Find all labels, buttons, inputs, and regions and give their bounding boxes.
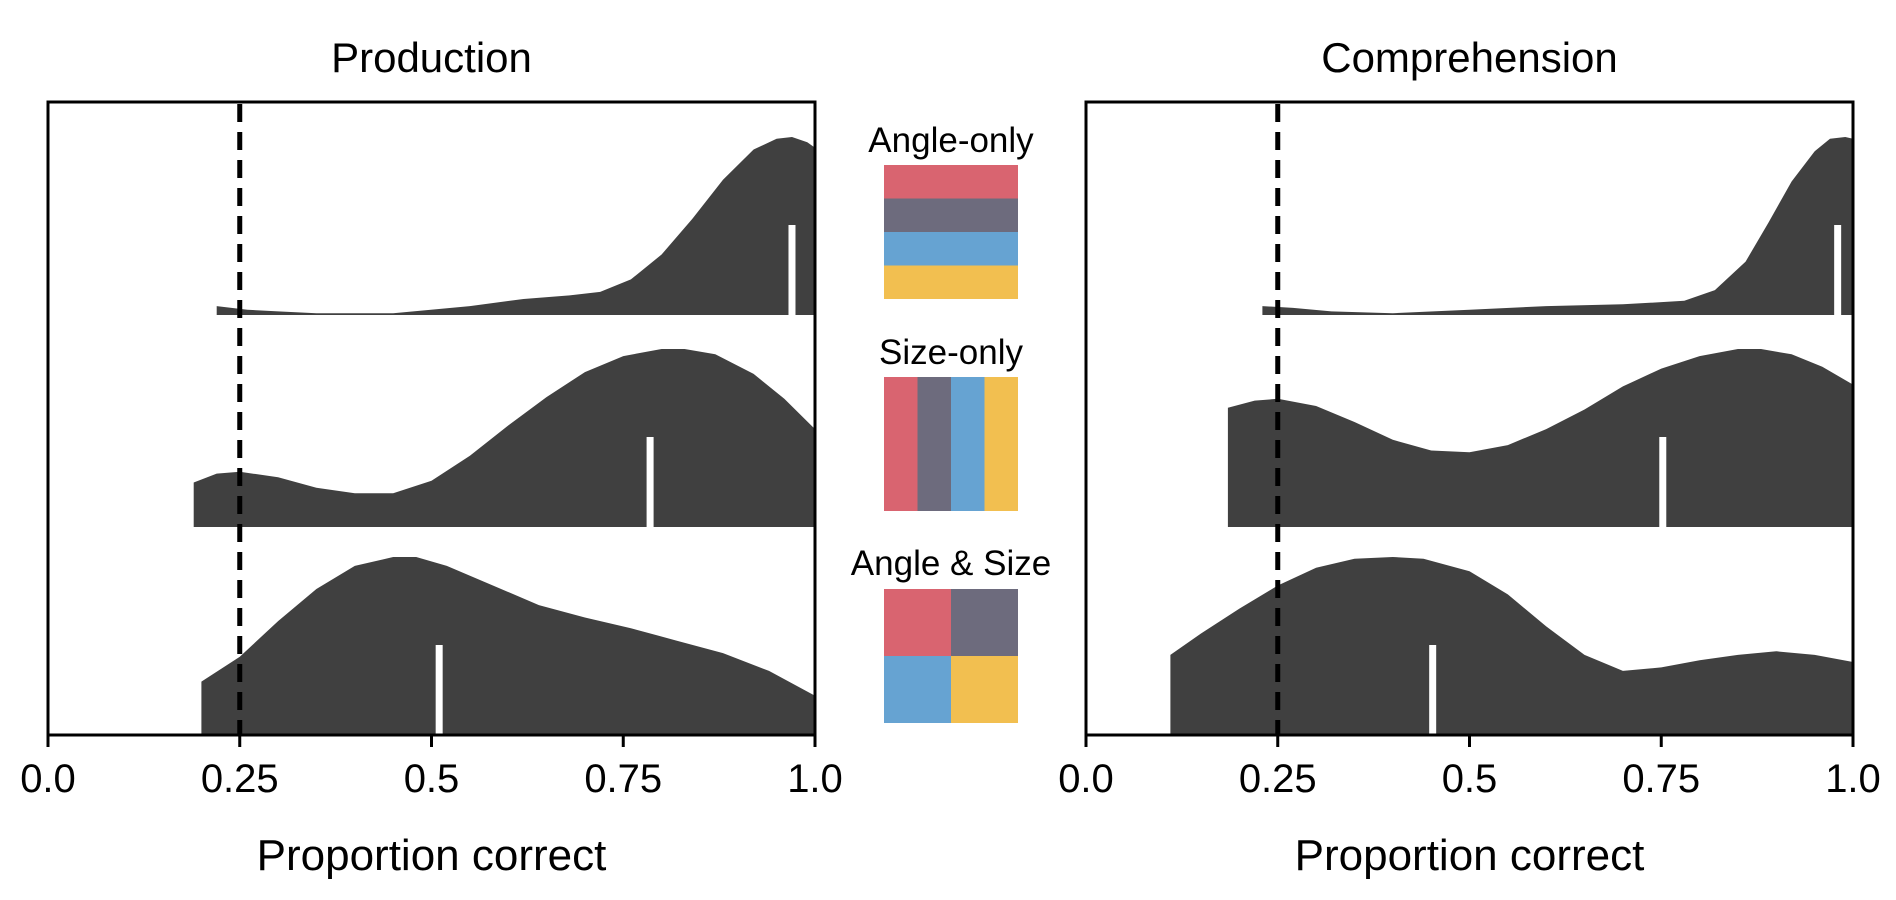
violin-angle-size	[201, 557, 815, 735]
legend-label-angle-size: Angle & Size	[851, 544, 1051, 583]
legend-swatch	[884, 377, 918, 511]
panel-title-comprehension: Comprehension	[1321, 34, 1618, 81]
legend-swatch	[884, 656, 951, 723]
legend-label-angle-only: Angle-only	[868, 121, 1034, 160]
panel-title-production: Production	[331, 34, 532, 81]
x-tick-label: 0.5	[404, 757, 460, 801]
violin-size-only	[1227, 349, 1853, 527]
legend-swatch	[884, 232, 1018, 266]
legend-swatch	[884, 198, 1018, 232]
legend-swatch	[951, 656, 1018, 723]
violin-angle-only	[1262, 137, 1853, 315]
x-axis-label: Proportion correct	[257, 831, 607, 880]
x-tick-label: 0.25	[1239, 757, 1317, 801]
x-tick-label: 1.0	[1825, 757, 1881, 801]
violin-size-only	[193, 349, 815, 527]
x-tick-label: 0.0	[20, 757, 76, 801]
legend-swatch	[884, 589, 951, 656]
violin-angle-only	[216, 137, 815, 315]
legend-swatch	[884, 265, 1018, 299]
legend-swatch	[951, 589, 1018, 656]
x-tick-label: 0.75	[1622, 757, 1700, 801]
legend-swatch	[951, 377, 985, 511]
legend-swatch	[984, 377, 1018, 511]
violin-angle-size	[1170, 557, 1853, 735]
x-tick-label: 0.5	[1442, 757, 1498, 801]
x-tick-label: 1.0	[787, 757, 843, 801]
x-tick-label: 0.75	[584, 757, 662, 801]
legend-label-size-only: Size-only	[879, 333, 1023, 372]
x-tick-label: 0.0	[1058, 757, 1114, 801]
legend-swatch	[884, 165, 1018, 199]
x-axis-label: Proportion correct	[1295, 831, 1645, 880]
x-tick-label: 0.25	[201, 757, 279, 801]
legend-swatch	[917, 377, 951, 511]
